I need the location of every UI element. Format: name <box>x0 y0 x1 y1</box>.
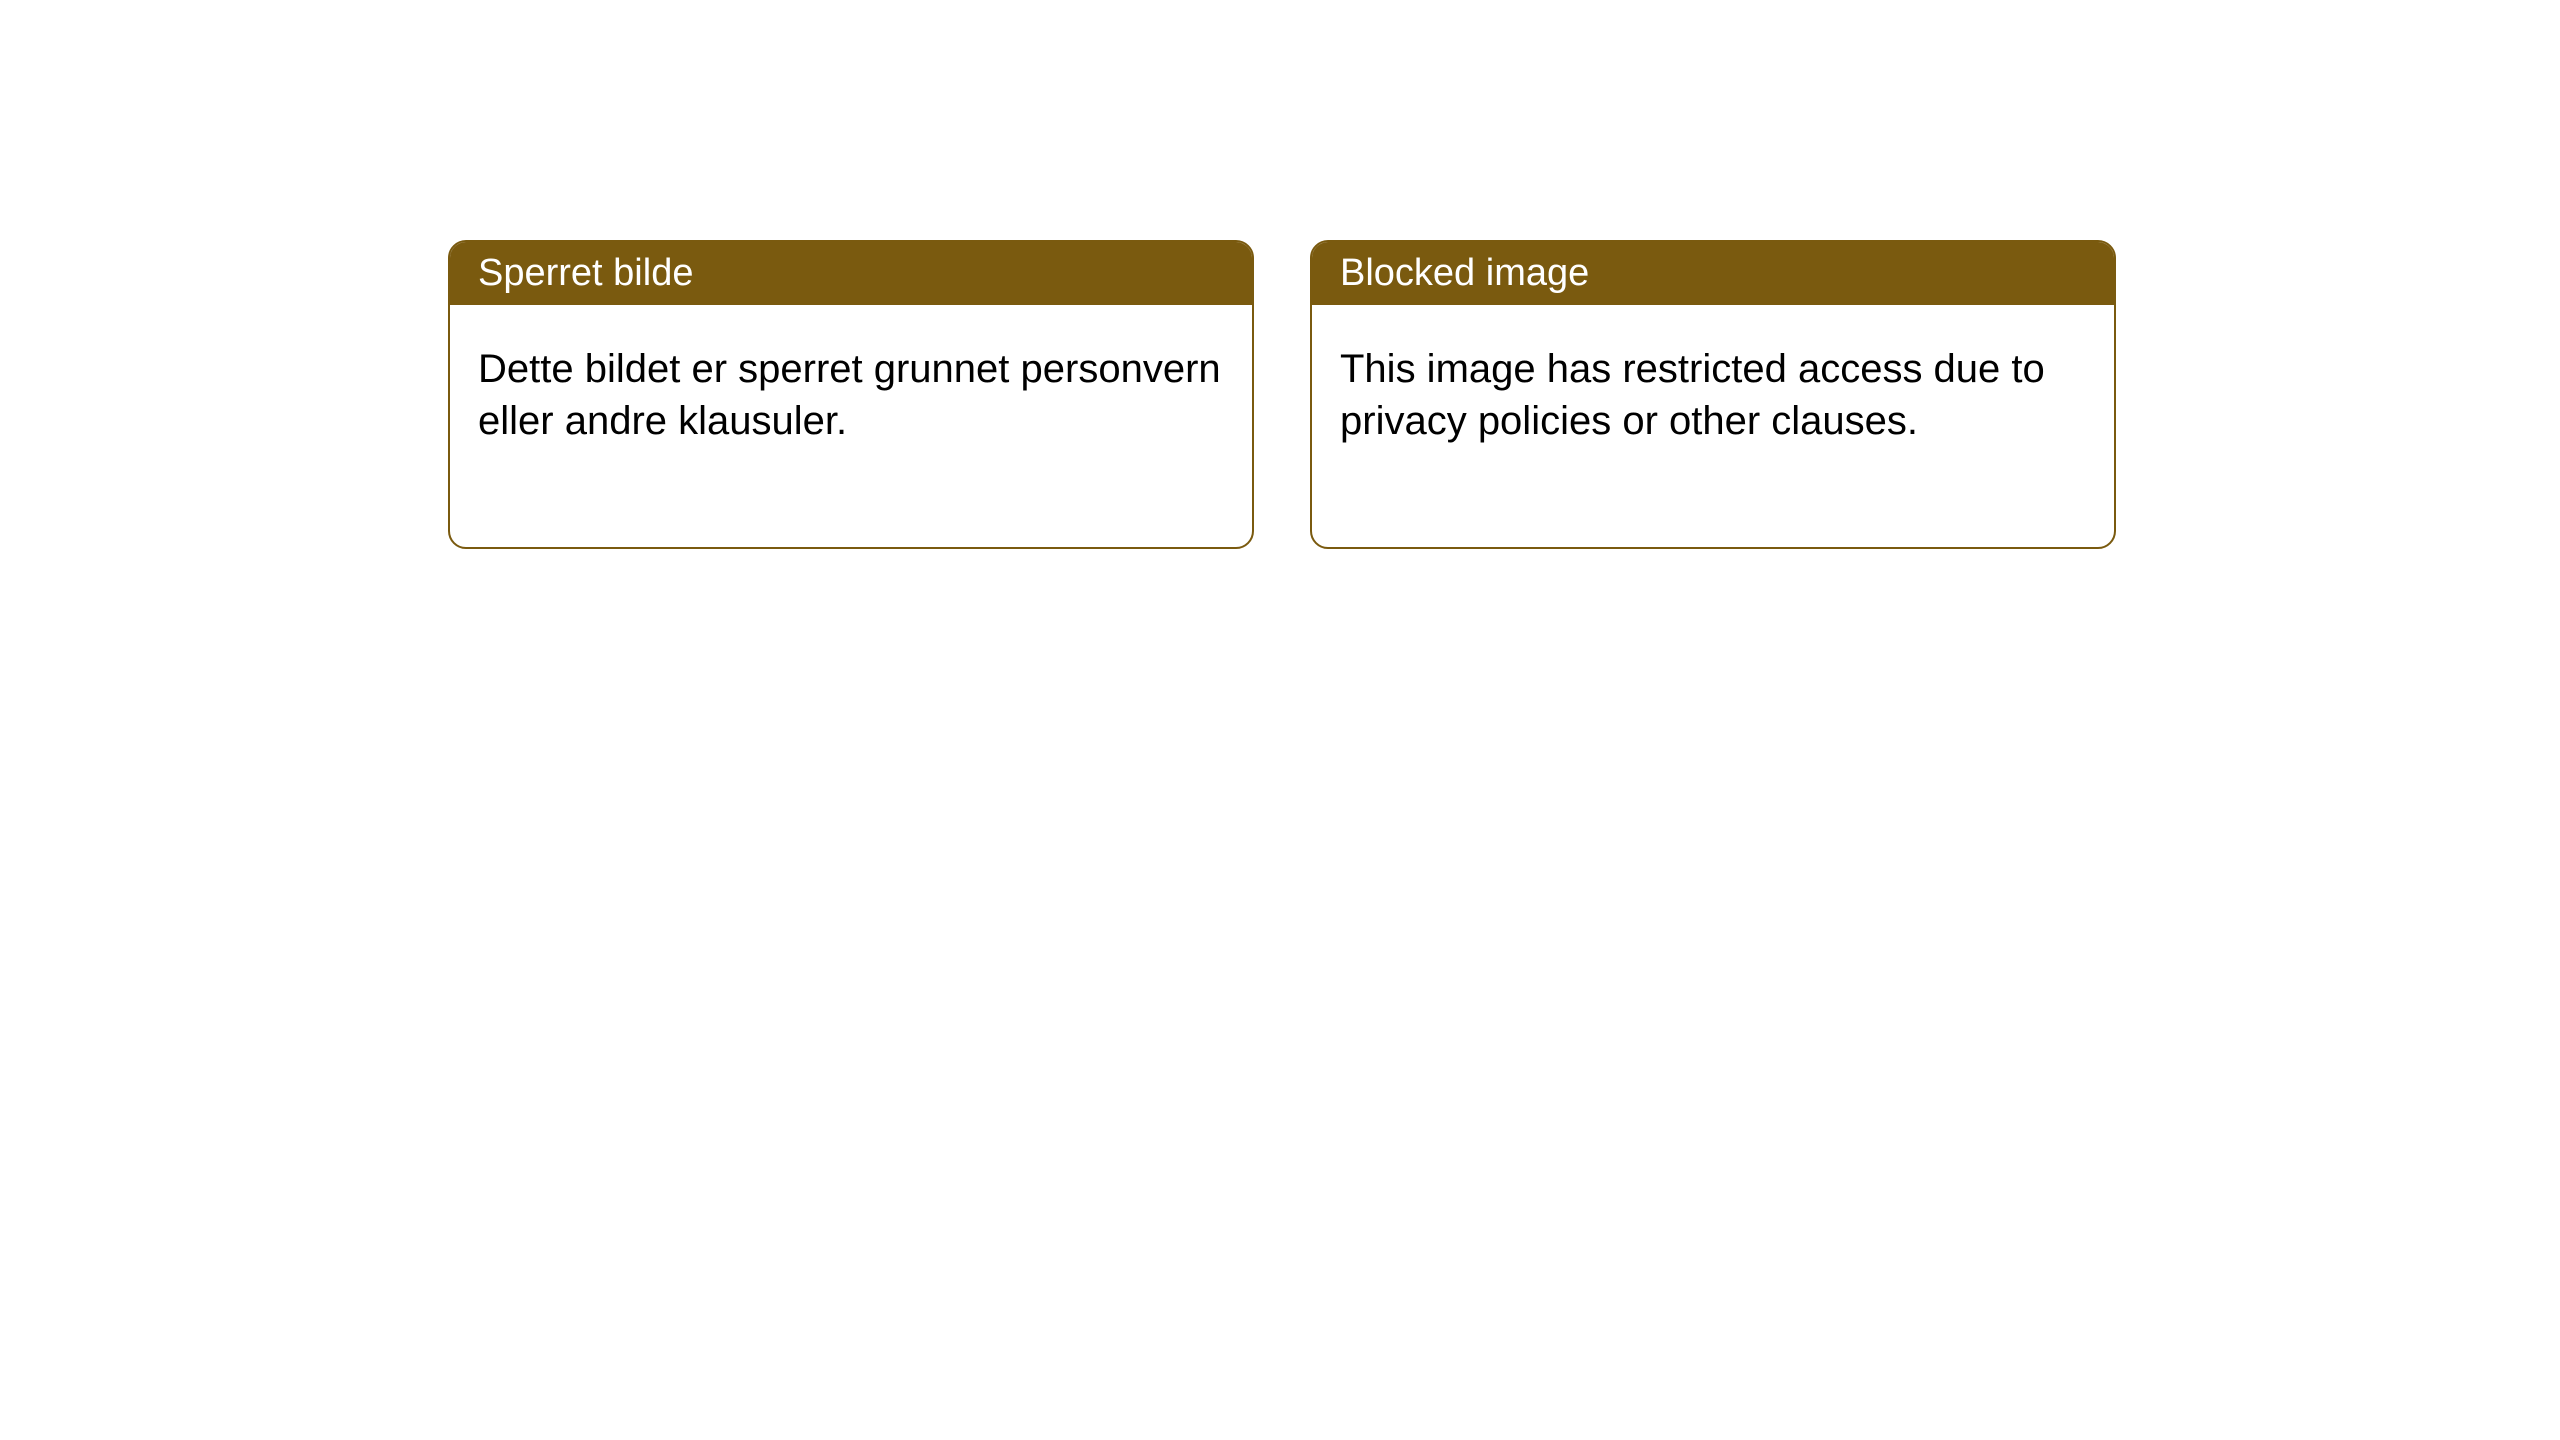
card-body-text-en: This image has restricted access due to … <box>1340 347 2045 443</box>
card-header-en: Blocked image <box>1312 242 2114 305</box>
card-container: Sperret bilde Dette bildet er sperret gr… <box>0 0 2560 549</box>
card-title-en: Blocked image <box>1340 252 1589 294</box>
blocked-image-card-no: Sperret bilde Dette bildet er sperret gr… <box>448 240 1254 549</box>
card-title-no: Sperret bilde <box>478 252 693 294</box>
blocked-image-card-en: Blocked image This image has restricted … <box>1310 240 2116 549</box>
card-body-text-no: Dette bildet er sperret grunnet personve… <box>478 347 1221 443</box>
card-body-en: This image has restricted access due to … <box>1312 305 2114 547</box>
card-body-no: Dette bildet er sperret grunnet personve… <box>450 305 1252 547</box>
card-header-no: Sperret bilde <box>450 242 1252 305</box>
